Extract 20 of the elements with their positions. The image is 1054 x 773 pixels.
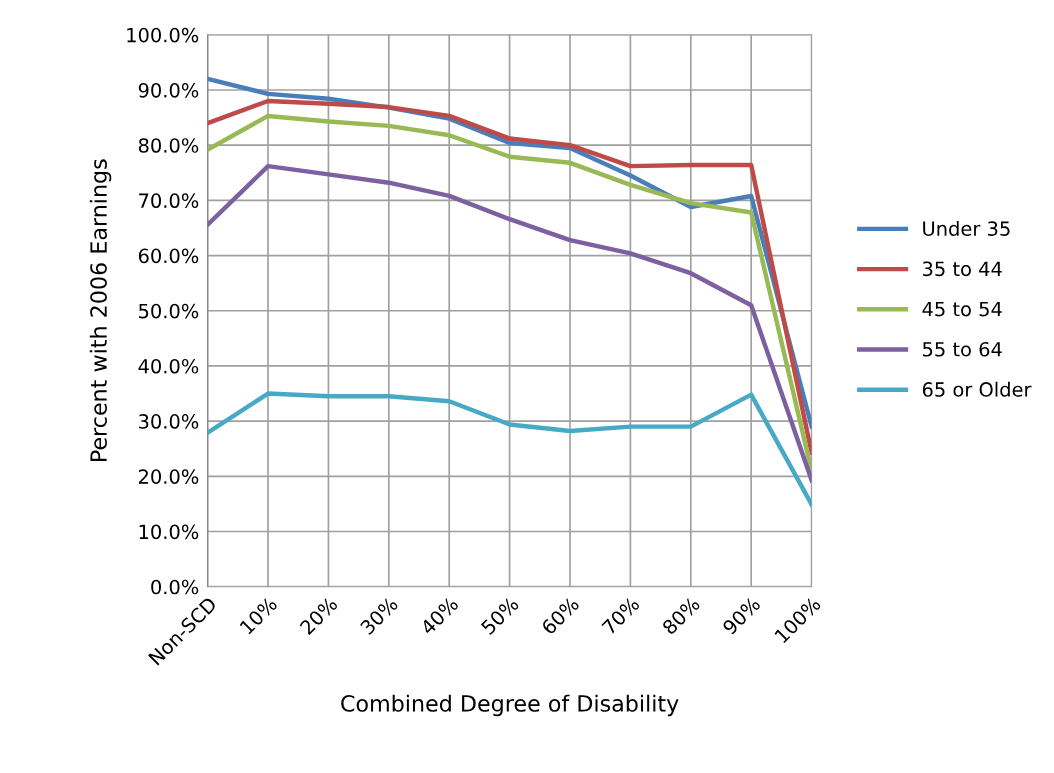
legend-label: 55 to 64 [923, 341, 1002, 357]
line-series [207, 163, 812, 483]
y-tick-label: 90.0% [138, 82, 199, 98]
y-tick-label: 80.0% [138, 138, 199, 153]
y-tick-label: 20.0% [138, 469, 199, 484]
legend-label: 65 or Older [922, 381, 1032, 397]
y-axis-title: Percent with 2006 Earnings [89, 159, 112, 462]
y-tick-label: 100.0% [127, 27, 199, 43]
x-axis-title: Combined Degree of Disability [341, 694, 679, 717]
y-tick-label: 30.0% [139, 414, 199, 429]
legend-label: 35 to 44 [922, 261, 1002, 277]
y-tick-label: 50.0% [139, 303, 199, 319]
legend-label: Under 35 [923, 220, 1010, 236]
line-series [207, 391, 812, 507]
y-tick-label: 60.0% [138, 248, 199, 264]
y-tick-label: 0.0% [151, 579, 199, 595]
y-tick-label: 10.0% [139, 524, 199, 540]
y-tick-label: 40.0% [138, 358, 199, 374]
legend-label: 45 to 54 [922, 301, 1002, 317]
y-tick-label: 70.0% [139, 193, 199, 209]
